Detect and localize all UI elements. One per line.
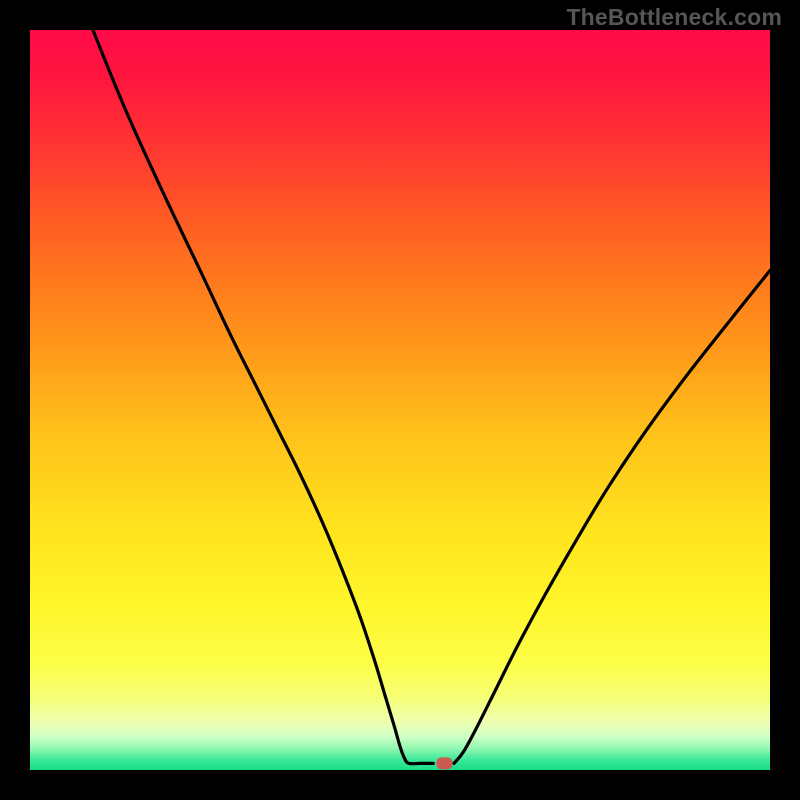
optimal-marker: [436, 757, 452, 769]
chart-frame: TheBottleneck.com: [0, 0, 800, 800]
watermark-label: TheBottleneck.com: [566, 4, 782, 31]
bottleneck-chart: [30, 30, 770, 770]
